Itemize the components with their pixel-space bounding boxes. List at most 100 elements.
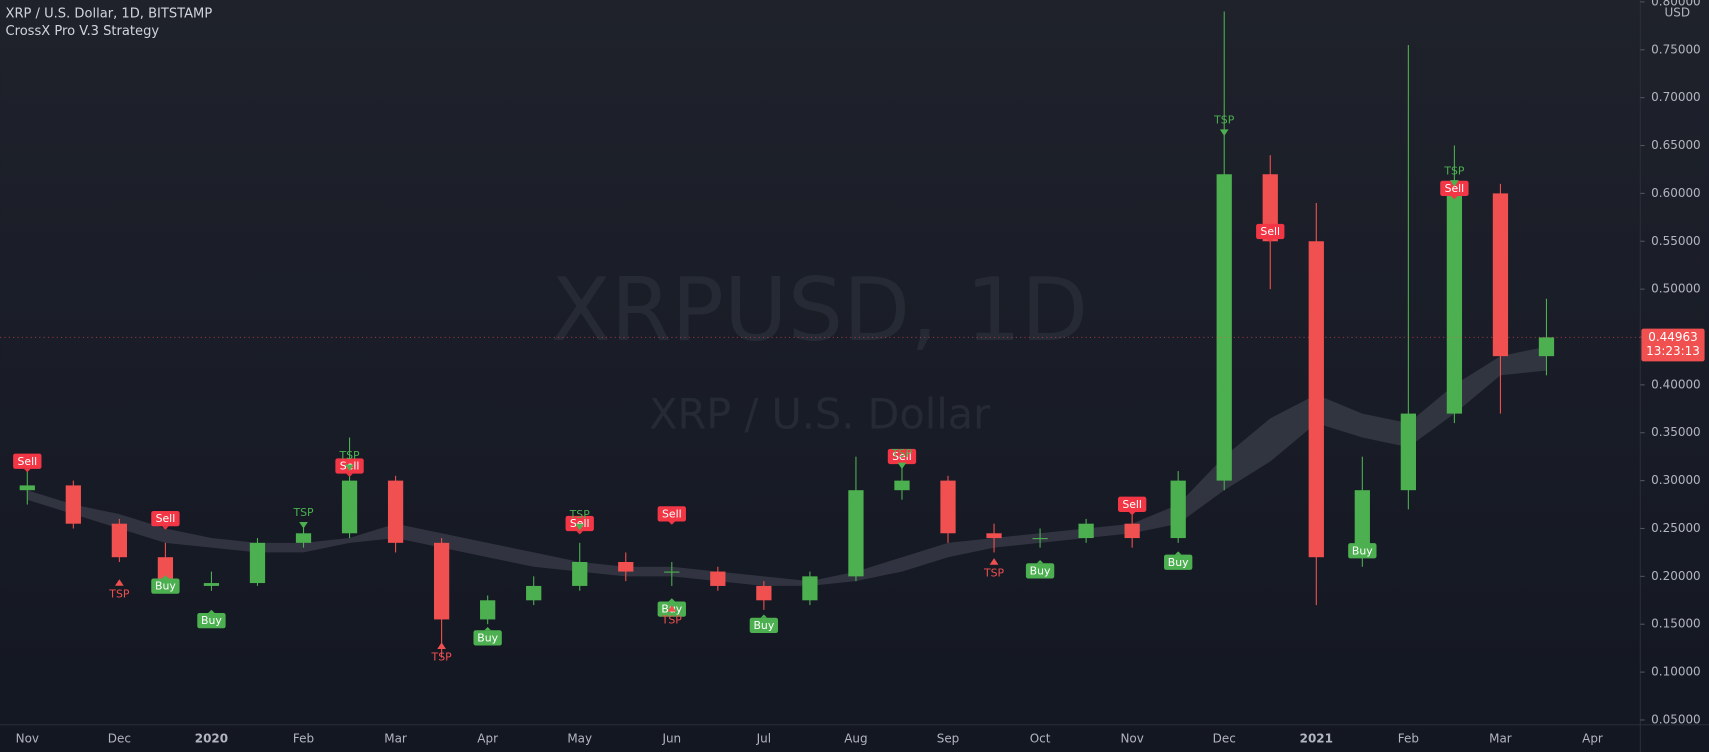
indicator-name: CrossX Pro V.3 Strategy	[6, 24, 160, 39]
candle-body	[526, 585, 542, 601]
signal-label: TSP	[983, 566, 1005, 579]
x-tick-label: Apr	[477, 731, 498, 745]
candle-body	[19, 485, 35, 491]
candle-body	[341, 480, 358, 534]
signal-label: Buy	[1352, 544, 1373, 557]
signal-box	[1440, 180, 1469, 197]
x-tick-label: Aug	[844, 731, 867, 745]
candle-body	[387, 480, 404, 543]
candle-body	[295, 533, 312, 543]
signal-box	[473, 630, 502, 646]
y-tick-label: 0.10000	[1651, 665, 1701, 679]
signal-label: Sell	[1122, 498, 1142, 511]
signal-pointer	[668, 521, 676, 525]
x-tick-label: 2020	[195, 731, 228, 745]
candle-body	[710, 571, 726, 586]
candle-body	[111, 523, 127, 558]
x-tick-label: May	[567, 731, 592, 745]
currency-label: USD	[1665, 6, 1691, 20]
cloud-band	[27, 346, 1547, 586]
candle-body	[848, 490, 864, 577]
signal-box	[151, 511, 180, 527]
y-tick-label: 0.05000	[1651, 712, 1701, 726]
signal-label: Sell	[1260, 225, 1280, 238]
y-tick-label: 0.15000	[1651, 617, 1701, 631]
signal-label: Sell	[17, 455, 37, 468]
candle-body	[1216, 174, 1232, 481]
candle-body	[1124, 523, 1140, 539]
y-tick-label: 0.70000	[1651, 90, 1701, 104]
candle-body	[203, 583, 220, 586]
signal-box	[1256, 223, 1285, 240]
last-price-tag	[1641, 328, 1705, 362]
signal-pointer	[1451, 196, 1458, 200]
candle-body	[664, 571, 680, 573]
candle-body	[65, 485, 81, 524]
signal-arrow	[575, 523, 585, 531]
signal-pointer	[208, 609, 215, 614]
signal-label: Sell	[892, 450, 912, 463]
x-tick-label: Feb	[1398, 731, 1419, 745]
candle-body	[1170, 480, 1186, 539]
signal-pointer	[1036, 559, 1044, 564]
signal-label: TSP	[292, 506, 314, 519]
y-tick-label: 0.55000	[1651, 234, 1701, 248]
x-tick-label: 2021	[1300, 731, 1333, 745]
candle-body	[1492, 193, 1509, 357]
candle-body	[1446, 193, 1463, 414]
signal-label: TSP	[108, 587, 130, 600]
signal-pointer	[668, 598, 676, 602]
signal-label: Buy	[1030, 564, 1051, 577]
x-tick-label: Mar	[1489, 731, 1512, 745]
watermark-symbol: XRPUSD, 1D	[551, 259, 1088, 361]
signal-box	[13, 453, 42, 469]
countdown-label: 13:23:13	[1646, 344, 1700, 358]
signal-label: Sell	[1445, 182, 1465, 195]
signal-arrow	[345, 464, 354, 472]
signal-label: TSP	[1443, 164, 1465, 177]
signal-arrow	[897, 462, 907, 470]
y-tick-label: 0.30000	[1651, 473, 1701, 487]
x-tick-label: Jun	[661, 731, 681, 745]
signal-arrow	[667, 605, 677, 612]
signal-pointer	[1266, 239, 1274, 243]
x-tick-label: Nov	[16, 731, 39, 745]
candle-body	[802, 576, 818, 601]
signal-arrow	[115, 579, 124, 586]
y-tick-label: 0.25000	[1651, 521, 1701, 535]
signal-label: Buy	[155, 580, 176, 593]
candle-body	[1032, 538, 1048, 540]
y-tick-label: 0.60000	[1651, 186, 1701, 200]
watermark-name: XRP / U.S. Dollar	[649, 390, 991, 438]
signal-pointer	[1174, 551, 1182, 555]
y-tick-label: 0.35000	[1651, 425, 1701, 439]
signal-label: Sell	[662, 507, 682, 520]
signal-box	[887, 448, 917, 465]
signal-label: Sell	[156, 512, 176, 525]
candle-body	[1308, 241, 1324, 558]
y-tick-label: 0.75000	[1651, 42, 1701, 56]
signal-box	[197, 613, 226, 629]
signal-box	[1025, 563, 1055, 579]
signal-pointer	[760, 614, 768, 618]
signal-label: TSP	[661, 613, 683, 626]
signal-label: TSP	[1213, 114, 1235, 127]
candle-body	[572, 561, 588, 586]
candle-body	[618, 561, 634, 572]
candle-body	[940, 480, 956, 534]
last-price-label: 0.44963	[1648, 330, 1698, 344]
x-tick-label: Oct	[1030, 731, 1051, 745]
candle-body	[433, 542, 450, 620]
signal-label: TSP	[569, 508, 591, 521]
x-tick-label: Mar	[384, 731, 407, 745]
x-tick-label: Feb	[293, 731, 314, 745]
signal-box	[1117, 496, 1147, 512]
y-tick-label: 0.40000	[1651, 377, 1701, 391]
signal-arrow	[299, 521, 308, 529]
signal-box	[657, 506, 686, 522]
signal-label: Buy	[1168, 556, 1189, 569]
signal-box	[1348, 543, 1377, 559]
signal-pointer	[1128, 511, 1136, 516]
